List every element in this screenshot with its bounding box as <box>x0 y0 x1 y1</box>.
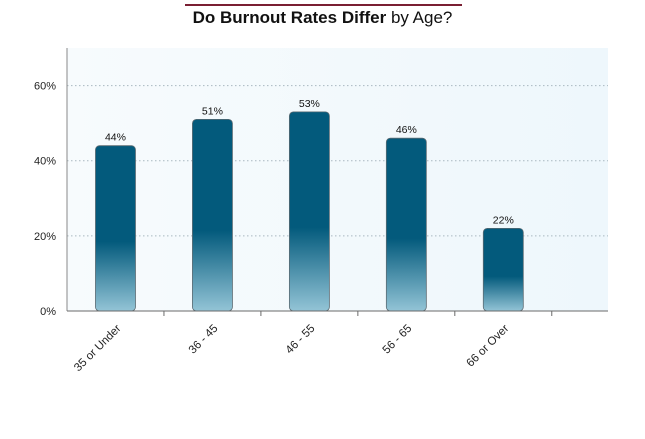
x-category-label: 56 - 65 <box>381 323 415 357</box>
bar-value-label: 44% <box>105 132 126 144</box>
y-tick-label: 40% <box>34 156 56 168</box>
chart-title: Do Burnout Rates Differ by Age? <box>0 4 645 28</box>
x-category-label: 35 or Under <box>72 323 124 375</box>
bar <box>288 111 330 312</box>
x-category-label: 46 - 55 <box>284 323 318 357</box>
x-category-label: 36 - 45 <box>187 323 221 357</box>
bar-value-label: 51% <box>202 105 223 117</box>
title-regular-part: by Age? <box>386 8 453 27</box>
bar-value-label: 53% <box>299 98 320 110</box>
x-category-label: 66 or Over <box>465 323 512 370</box>
bar-value-label: 22% <box>493 214 514 226</box>
bar <box>385 137 427 312</box>
bar <box>192 118 233 312</box>
y-tick-label: 20% <box>34 231 56 243</box>
y-tick-label: 60% <box>34 81 56 93</box>
y-tick-label: 0% <box>40 306 56 318</box>
plot-area <box>67 48 608 311</box>
bar <box>95 145 136 312</box>
axes <box>66 48 608 316</box>
bar-value-label: 46% <box>396 124 417 136</box>
bar <box>482 227 524 312</box>
title-bold-part: Do Burnout Rates Differ <box>192 8 387 27</box>
title-accent-line <box>185 4 462 6</box>
